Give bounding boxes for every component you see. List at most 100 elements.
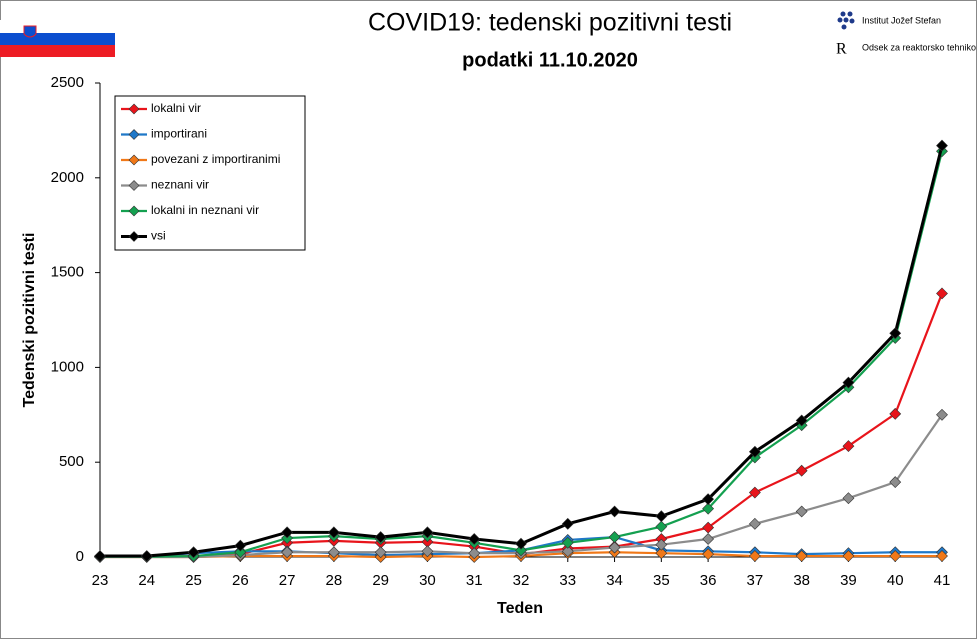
logo-text: Institut Jožef Stefan (862, 15, 941, 25)
y-tick-label: 500 (59, 453, 84, 470)
data-point (281, 546, 294, 559)
data-point (421, 545, 434, 558)
data-point (842, 550, 855, 562)
x-tick-label: 37 (747, 572, 764, 589)
data-point (561, 536, 574, 549)
data-point (140, 550, 153, 562)
legend-marker (128, 103, 140, 115)
data-point (842, 440, 855, 453)
legend-marker (128, 154, 140, 166)
data-point (936, 139, 948, 152)
data-point (748, 550, 761, 562)
x-tick-label: 34 (606, 572, 623, 589)
legend: lokalni vir importirani povezani z importi… (114, 95, 306, 251)
data-point (795, 505, 808, 518)
x-tick-label: 35 (653, 572, 670, 589)
logo-text: Odsek za reaktorsko tehniko (862, 42, 976, 52)
data-point (561, 517, 574, 530)
x-tick-label: 39 (840, 572, 857, 589)
x-tick-label: 32 (513, 572, 530, 589)
data-point (748, 445, 761, 458)
data-point (842, 376, 855, 389)
x-tick-label: 25 (185, 572, 202, 589)
data-point (889, 407, 902, 420)
data-point (655, 538, 668, 551)
y-tick-label: 1500 (51, 264, 84, 281)
x-tick-label: 36 (700, 572, 717, 589)
data-point (468, 547, 481, 560)
x-tick-label: 30 (419, 572, 436, 589)
data-point (515, 537, 527, 550)
data-point (702, 493, 715, 506)
legend-box (114, 95, 306, 251)
data-point (234, 539, 247, 552)
data-point (795, 550, 808, 562)
data-point (374, 546, 387, 559)
data-point (234, 546, 247, 559)
data-point (702, 548, 715, 561)
data-point (842, 492, 855, 505)
data-point (374, 531, 387, 544)
data-point (608, 505, 621, 518)
legend-label: vsi (151, 229, 166, 243)
y-tick-label: 2000 (51, 169, 84, 186)
x-tick-label: 33 (559, 572, 576, 589)
data-point (889, 550, 902, 562)
x-tick-label: 31 (466, 572, 483, 589)
x-tick-label: 27 (279, 572, 296, 589)
legend-label: lokalni vir (151, 101, 201, 115)
legend-marker (128, 231, 140, 242)
x-tick-label: 24 (138, 572, 155, 589)
data-point (936, 550, 948, 562)
y-tick-label: 0 (76, 548, 84, 565)
data-point (281, 526, 294, 539)
legend-marker (128, 129, 140, 140)
data-point (608, 531, 621, 544)
data-point (936, 287, 948, 300)
legend-marker (128, 205, 140, 217)
legend-label: povezani z importiranimi (151, 152, 280, 166)
data-point (561, 545, 574, 558)
legend-label: neznani vir (151, 178, 209, 192)
x-axis-label: Teden (497, 600, 543, 617)
x-tick-label: 28 (326, 572, 343, 589)
x-tick-label: 29 (372, 572, 389, 589)
legend-label: importirani (151, 127, 207, 141)
data-point (327, 546, 340, 559)
data-point (515, 544, 527, 557)
flag (0, 20, 115, 57)
x-tick-label: 23 (92, 572, 109, 589)
data-point (655, 520, 668, 533)
y-axis-label: Tedenski pozitivni testi (21, 233, 38, 408)
data-point (889, 476, 902, 489)
x-tick-label: 40 (887, 572, 904, 589)
data-point (327, 526, 340, 539)
data-point (94, 550, 106, 562)
data-point (468, 533, 481, 545)
x-tick-label: 38 (793, 572, 810, 589)
chart-subtitle: podatki 11.10.2020 (462, 49, 638, 71)
y-tick-label: 2500 (51, 74, 84, 91)
data-point (702, 502, 715, 515)
y-tick-label: 1000 (51, 358, 84, 375)
data-point (608, 541, 621, 554)
data-point (702, 533, 715, 545)
data-point (748, 517, 761, 530)
data-point (655, 510, 668, 523)
logo-dots (837, 11, 855, 30)
x-tick-label: 41 (934, 572, 951, 589)
legend-marker (128, 180, 140, 191)
data-point (795, 464, 808, 477)
legend-label: lokalni in neznani vir (151, 203, 259, 217)
data-point (936, 408, 948, 421)
data-point (187, 546, 200, 559)
x-tick-label: 26 (232, 572, 249, 589)
data-point (655, 547, 668, 560)
data-point (889, 327, 902, 340)
data-point (421, 526, 434, 539)
logo-mark: R (836, 41, 847, 58)
data-point (748, 486, 761, 499)
chart-title: COVID19: tedenski pozitivni testi (368, 9, 732, 37)
